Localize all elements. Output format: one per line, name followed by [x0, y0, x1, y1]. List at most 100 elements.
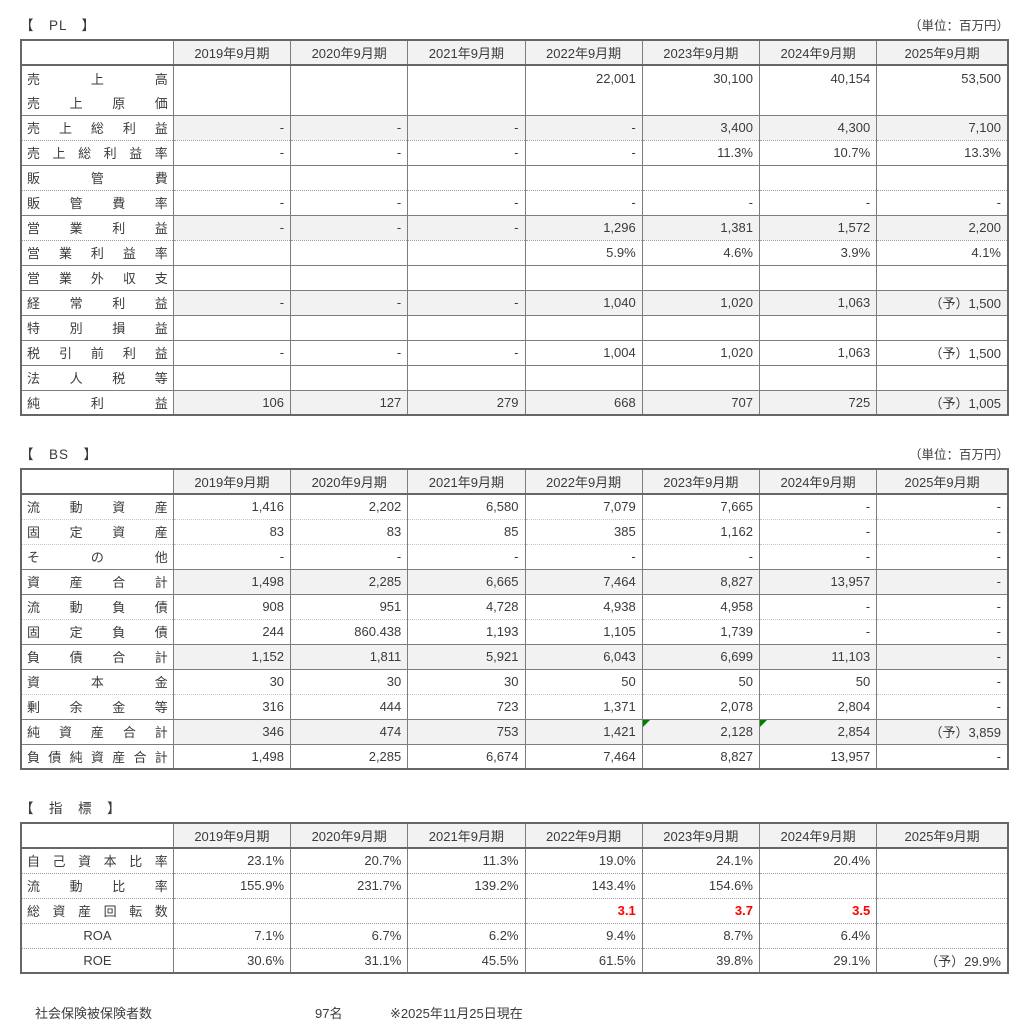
- cell: -: [641, 543, 760, 569]
- cell: 753: [407, 718, 525, 744]
- cell: 31.1%: [290, 947, 408, 973]
- cell: 3.7: [641, 897, 760, 923]
- cell: 2,804: [758, 693, 877, 719]
- cell: -: [876, 518, 1008, 544]
- row-label: 売上総利益率: [21, 139, 174, 165]
- row-label: 経常利益: [21, 289, 174, 315]
- table-row: その他-------: [21, 543, 1008, 569]
- cell: 7.1%: [172, 922, 291, 948]
- column-header: 2022年9月期: [524, 823, 643, 849]
- cell: 29.1%: [758, 947, 877, 973]
- row-label: 売上高: [21, 65, 174, 90]
- bs-section: 【 BS 】 （単位：百万円） 2019年9月期 2020年9月期 2021年9月期…: [20, 443, 1024, 770]
- cell: 24.1%: [641, 848, 760, 873]
- cell: 1,421: [524, 718, 643, 744]
- cell: 143.4%: [524, 872, 643, 898]
- row-label: 販管費: [21, 164, 174, 190]
- column-header: 2022年9月期: [524, 469, 643, 495]
- cell: -: [407, 139, 525, 165]
- cell: 4,300: [758, 114, 877, 140]
- cell: （予）1,500: [876, 289, 1008, 315]
- cell: 1,416: [172, 494, 291, 519]
- cell: [524, 364, 643, 390]
- cell: 5.9%: [524, 239, 643, 265]
- table-row: 特別損益: [21, 314, 1008, 340]
- insured-count-label: 社会保険被保険者数: [35, 1006, 153, 1021]
- column-header: 2025年9月期: [876, 40, 1008, 66]
- corner-cell: [21, 469, 174, 495]
- column-header: 2021年9月期: [407, 40, 525, 66]
- cell: [407, 90, 525, 115]
- cell: 1,296: [524, 214, 643, 240]
- cell: 3.5: [758, 897, 877, 923]
- cell: [641, 314, 760, 340]
- cell: 6,674: [407, 743, 525, 769]
- cell: 19.0%: [524, 848, 643, 873]
- cell: 13.3%: [876, 139, 1008, 165]
- cell: 2,078: [641, 693, 760, 719]
- cell: 1,020: [641, 339, 760, 365]
- cell: -: [172, 114, 291, 140]
- cell: 316: [172, 693, 291, 719]
- row-label: 固定資産: [21, 518, 174, 544]
- cell: 11,103: [758, 643, 877, 669]
- cell: -: [758, 543, 877, 569]
- row-label: 純利益: [21, 389, 174, 415]
- column-header: 2019年9月期: [172, 469, 291, 495]
- cell: 1,020: [641, 289, 760, 315]
- cell: [172, 897, 291, 923]
- column-header: 2024年9月期: [758, 823, 877, 849]
- cell: [758, 164, 877, 190]
- cell: 30: [290, 668, 408, 694]
- pl-title: 【 PL 】: [20, 18, 97, 33]
- cell: 3.9%: [758, 239, 877, 265]
- cell: 725: [758, 389, 877, 415]
- row-label: 総資産回転数: [21, 897, 174, 923]
- cell: [876, 897, 1008, 923]
- column-header: 2025年9月期: [876, 469, 1008, 495]
- cell: [172, 314, 291, 340]
- table-row: 流動資産 1,416 2,202 6,580 7,079 7,665- -: [21, 494, 1008, 519]
- table-row: 法人税等: [21, 364, 1008, 390]
- row-label: 負債合計: [21, 643, 174, 669]
- cell: [524, 264, 643, 290]
- cell: 154.6%: [641, 872, 760, 898]
- cell: 1,152: [172, 643, 291, 669]
- pl-section: 【 PL 】 （単位：百万円） 2019年9月期 2020年9月期 2021年9月期…: [20, 14, 1024, 416]
- cell: [290, 364, 408, 390]
- pl-header-bar: 【 PL 】 （単位：百万円）: [20, 14, 1009, 34]
- cell: -: [876, 568, 1008, 594]
- table-row: 販管費率-------: [21, 189, 1008, 215]
- cell: [876, 848, 1008, 873]
- cell: -: [290, 114, 408, 140]
- table-row: ROE 30.6% 31.1% 45.5% 61.5% 39.8% 29.1% （予）29.9…: [21, 947, 1008, 973]
- cell: 13,957: [758, 743, 877, 769]
- cell: 85: [407, 518, 525, 544]
- cell: 4,728: [407, 593, 525, 619]
- cell: （予）29.9%: [876, 947, 1008, 973]
- cell: [758, 872, 877, 898]
- cell: -: [172, 139, 291, 165]
- row-label: 資産合計: [21, 568, 174, 594]
- cell: 155.9%: [172, 872, 291, 898]
- cell: 23.1%: [172, 848, 291, 873]
- cell: 444: [290, 693, 408, 719]
- cell: -: [758, 618, 877, 644]
- cell: 30: [172, 668, 291, 694]
- row-label: 法人税等: [21, 364, 174, 390]
- cell: 1,498: [172, 743, 291, 769]
- cell: [524, 90, 643, 115]
- cell: 83: [172, 518, 291, 544]
- cell: -: [290, 289, 408, 315]
- cell: [290, 264, 408, 290]
- cell: -: [407, 189, 525, 215]
- column-header: 2024年9月期: [758, 469, 877, 495]
- cell: [876, 872, 1008, 898]
- table-row: 売上総利益 - - - -3,400 4,300 7,100: [21, 114, 1008, 140]
- kpi-title: 【 指 標 】: [20, 801, 122, 816]
- cell: -: [172, 543, 291, 569]
- cell: 2,854: [758, 718, 877, 744]
- header-row: 2019年9月期 2020年9月期 2021年9月期 2022年9月期 2023年9月期…: [21, 40, 1008, 66]
- bs-header-bar: 【 BS 】 （単位：百万円）: [20, 443, 1009, 463]
- kpi-header-bar: 【 指 標 】: [20, 797, 1009, 817]
